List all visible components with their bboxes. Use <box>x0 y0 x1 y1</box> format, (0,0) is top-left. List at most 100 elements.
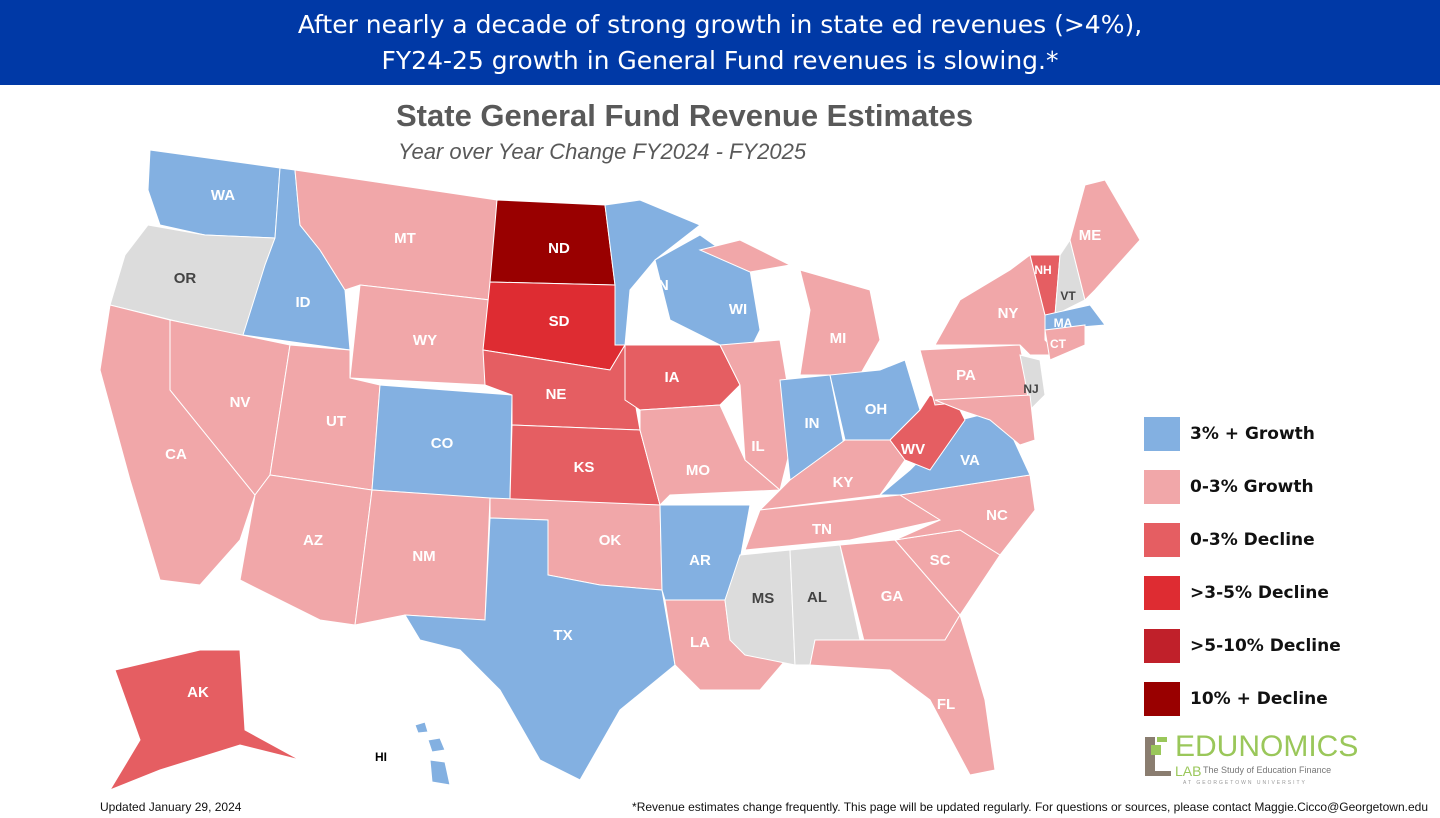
state-label-nc: NC <box>986 507 1008 524</box>
legend-swatch <box>1144 416 1180 451</box>
state-mi[interactable] <box>799 269 881 376</box>
state-label-or: OR <box>174 270 197 287</box>
state-label-nd: ND <box>548 240 570 257</box>
logo-tagline: The Study of Education Finance <box>1203 765 1332 775</box>
logo-e-icon <box>1145 737 1171 776</box>
state-md[interactable] <box>934 394 1036 446</box>
legend-label: 0-3% Growth <box>1190 476 1314 497</box>
legend-item-growth3: 3% + Growth <box>1144 407 1341 460</box>
state-hi[interactable] <box>427 737 446 753</box>
legend-item-decline0_3: 0-3% Decline <box>1144 513 1341 566</box>
legend-item-decline5_10: >5-10% Decline <box>1144 619 1341 672</box>
state-label-ky: KY <box>833 474 854 491</box>
state-label-ny: NY <box>998 305 1019 322</box>
state-label-az: AZ <box>303 532 323 549</box>
state-label-ca: CA <box>165 446 187 463</box>
legend-swatch <box>1144 681 1180 716</box>
state-ak[interactable] <box>108 649 301 792</box>
state-label-ar: AR <box>689 552 711 569</box>
state-label-mt: MT <box>394 230 416 247</box>
state-wv[interactable] <box>889 394 966 471</box>
legend-swatch <box>1144 522 1180 557</box>
state-label-ak: AK <box>187 684 209 701</box>
state-label-co: CO <box>431 435 454 452</box>
state-hi[interactable] <box>414 721 429 734</box>
state-label-mi: MI <box>830 330 847 347</box>
state-mo[interactable] <box>639 404 782 506</box>
state-nc[interactable] <box>894 474 1036 556</box>
state-label-va: VA <box>960 452 980 469</box>
logo-lab: LAB <box>1175 763 1202 779</box>
state-label-il: IL <box>751 438 764 455</box>
state-label-ut: UT <box>326 413 346 430</box>
legend-label: 0-3% Decline <box>1190 529 1315 550</box>
legend-label: >3-5% Decline <box>1190 582 1329 603</box>
footer-note: *Revenue estimates change frequently. Th… <box>632 800 1428 814</box>
state-tx[interactable] <box>404 517 676 781</box>
state-label-ia: IA <box>665 369 680 386</box>
legend-item-decline3_5: >3-5% Decline <box>1144 566 1341 619</box>
state-label-al: AL <box>807 589 827 606</box>
state-label-in: IN <box>805 415 820 432</box>
state-label-wv: WV <box>901 441 925 458</box>
state-ct[interactable] <box>1044 324 1086 361</box>
state-label-oh: OH <box>865 401 888 418</box>
state-label-nv: NV <box>230 394 251 411</box>
legend-label: 3% + Growth <box>1190 423 1315 444</box>
logo-affiliation: AT GEORGETOWN UNIVERSITY <box>1183 780 1307 786</box>
state-nj[interactable] <box>1019 354 1046 412</box>
state-label-fl: FL <box>937 696 955 713</box>
state-ky[interactable] <box>758 439 906 511</box>
state-ma[interactable] <box>1044 304 1106 331</box>
updated-date: Updated January 29, 2024 <box>100 800 242 814</box>
state-fl[interactable] <box>809 613 996 776</box>
state-label-sd: SD <box>549 313 570 330</box>
legend-item-decline10: 10% + Decline <box>1144 672 1341 725</box>
state-label-tn: TN <box>812 521 832 538</box>
legend-label: >5-10% Decline <box>1190 635 1341 656</box>
state-label-ga: GA <box>881 588 904 605</box>
headline-banner: After nearly a decade of strong growth i… <box>0 0 1440 85</box>
state-me[interactable] <box>1069 179 1141 301</box>
headline-line-2: FY24-25 growth in General Fund revenues … <box>381 46 1059 75</box>
state-az[interactable] <box>239 474 373 626</box>
state-label-mo: MO <box>686 462 710 479</box>
map-subtitle: Year over Year Change FY2024 - FY2025 <box>398 139 807 164</box>
state-label-id: ID <box>296 294 311 311</box>
state-label-vt: VT <box>1060 289 1076 303</box>
state-label-ok: OK <box>599 532 622 549</box>
state-label-la: LA <box>690 634 710 651</box>
legend-swatch <box>1144 575 1180 610</box>
legend-label: 10% + Decline <box>1190 688 1328 709</box>
state-label-ms: MS <box>752 590 775 607</box>
state-mn[interactable] <box>604 199 701 346</box>
state-label-tx: TX <box>553 627 572 644</box>
state-label-hi: HI <box>375 750 387 764</box>
legend: 3% + Growth 0-3% Growth 0-3% Decline >3-5% … <box>1144 407 1341 725</box>
state-label-ct: CT <box>1050 337 1067 351</box>
state-hi[interactable] <box>429 759 451 786</box>
state-label-me: ME <box>1079 227 1102 244</box>
state-label-wi: WI <box>729 301 747 318</box>
state-label-wy: WY <box>413 332 437 349</box>
state-label-wa: WA <box>211 187 235 204</box>
state-label-nh: NH <box>1034 263 1051 277</box>
logo-name: EDUNOMICS <box>1175 730 1359 763</box>
legend-swatch <box>1144 628 1180 663</box>
legend-item-growth0_3: 0-3% Growth <box>1144 460 1341 513</box>
state-mi[interactable] <box>698 239 792 273</box>
edunomics-logo: EDUNOMICS LAB The Study of Education Fin… <box>1143 730 1358 786</box>
state-label-sc: SC <box>930 552 951 569</box>
map-title: State General Fund Revenue Estimates <box>396 98 974 133</box>
legend-swatch <box>1144 469 1180 504</box>
state-label-nm: NM <box>412 548 435 565</box>
state-label-ma: MA <box>1054 316 1073 330</box>
headline-line-1: After nearly a decade of strong growth i… <box>297 10 1143 39</box>
state-label-nj: NJ <box>1023 382 1038 396</box>
state-label-ks: KS <box>574 459 595 476</box>
state-label-pa: PA <box>956 367 976 384</box>
state-label-ne: NE <box>546 386 567 403</box>
state-ia[interactable] <box>624 344 741 411</box>
state-label-mn: MN <box>645 277 668 294</box>
